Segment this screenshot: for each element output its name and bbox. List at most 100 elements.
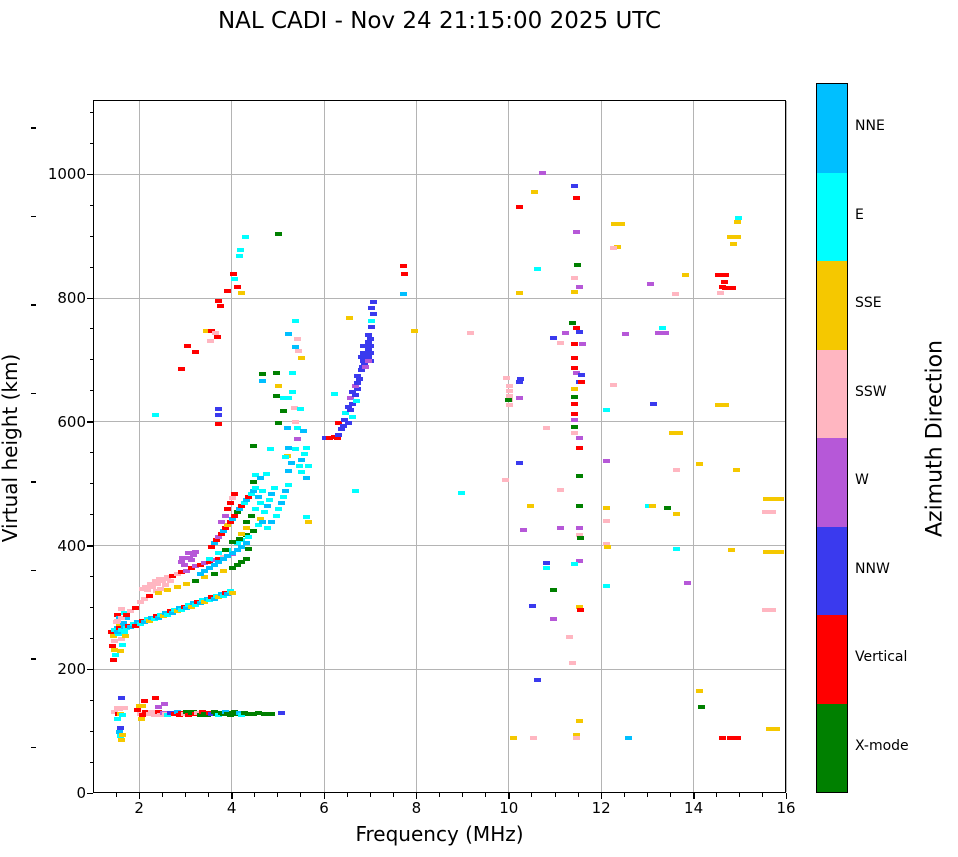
data-point	[160, 702, 168, 707]
data-point	[108, 643, 116, 648]
data-point	[715, 273, 730, 278]
data-point	[187, 558, 195, 563]
data-point	[337, 426, 345, 431]
x-tick-label: 12	[591, 799, 611, 817]
data-point	[570, 342, 578, 347]
data-point	[761, 608, 776, 613]
data-point	[210, 563, 218, 568]
data-point	[118, 628, 126, 633]
x-major-tick	[693, 793, 695, 799]
data-point	[292, 345, 300, 350]
data-point	[173, 572, 181, 577]
data-point	[543, 426, 551, 431]
data-point	[229, 516, 237, 521]
data-point	[534, 677, 542, 682]
colorbar-tick-label: NNE	[855, 118, 885, 135]
data-point	[145, 594, 153, 598]
x-gridline	[693, 101, 695, 792]
data-point	[538, 171, 546, 176]
data-point	[575, 504, 583, 509]
data-point	[504, 397, 512, 402]
data-point	[238, 290, 246, 295]
data-point	[721, 279, 729, 284]
data-point	[258, 371, 266, 376]
data-point	[122, 615, 130, 620]
x-minor-tick	[762, 793, 764, 797]
data-point	[367, 306, 375, 311]
data-point	[570, 183, 578, 188]
data-point	[570, 561, 578, 566]
data-point	[361, 361, 369, 366]
data-point	[370, 300, 377, 305]
data-point	[365, 358, 373, 363]
data-point	[215, 595, 223, 600]
data-point	[182, 569, 190, 574]
data-point	[182, 710, 190, 715]
data-point	[575, 718, 583, 723]
data-point	[256, 501, 264, 506]
y-tick-label: 400	[57, 536, 86, 555]
data-point	[352, 489, 360, 494]
data-point	[346, 316, 354, 321]
data-point	[566, 635, 574, 640]
data-point	[119, 732, 127, 737]
data-point	[362, 365, 370, 370]
data-point	[734, 220, 742, 225]
y-gridline	[94, 297, 785, 299]
data-point	[178, 570, 186, 575]
data-point	[189, 709, 197, 714]
data-point	[159, 613, 167, 618]
y-minor-tick	[89, 204, 93, 206]
data-point	[298, 457, 306, 462]
data-point	[141, 699, 149, 704]
data-point	[279, 495, 287, 499]
data-point	[515, 290, 523, 295]
data-point	[647, 282, 655, 287]
data-point	[141, 619, 149, 624]
data-point	[241, 235, 249, 240]
data-point	[229, 550, 237, 555]
colorbar-segment-nne	[817, 84, 847, 173]
x-minor-tick	[577, 793, 579, 797]
y-minor-tick	[89, 483, 93, 485]
data-point	[178, 607, 186, 612]
x-gridline	[415, 101, 417, 792]
data-point	[109, 634, 117, 639]
data-point	[610, 222, 625, 227]
data-point	[150, 616, 158, 621]
data-point	[192, 350, 200, 355]
data-point	[550, 616, 558, 621]
y-minor-tick	[89, 730, 93, 732]
data-point	[122, 626, 130, 631]
data-point	[116, 725, 124, 730]
data-point	[118, 737, 126, 742]
y-minor-tick	[89, 266, 93, 268]
data-point	[576, 608, 584, 613]
x-major-tick	[138, 793, 141, 799]
data-point	[364, 332, 372, 337]
data-point	[322, 436, 330, 441]
data-point	[178, 366, 186, 371]
data-point	[156, 576, 171, 581]
data-point	[344, 405, 352, 410]
y-major-tick	[87, 297, 93, 299]
data-point	[520, 527, 528, 532]
data-point	[238, 544, 246, 549]
data-point	[575, 473, 583, 478]
data-point	[506, 393, 514, 398]
y-minor-tick	[89, 761, 93, 763]
data-point	[166, 710, 174, 715]
data-point	[109, 658, 117, 663]
data-point	[201, 575, 209, 580]
data-point	[242, 541, 250, 546]
data-point	[285, 396, 293, 400]
data-point	[110, 648, 118, 653]
data-point	[216, 304, 224, 309]
data-point	[501, 478, 509, 483]
data-point	[217, 519, 225, 524]
data-point	[236, 507, 244, 512]
data-point	[298, 356, 306, 361]
x-minor-tick	[531, 793, 533, 797]
data-point	[233, 563, 241, 568]
y-minor-tick	[89, 699, 93, 701]
